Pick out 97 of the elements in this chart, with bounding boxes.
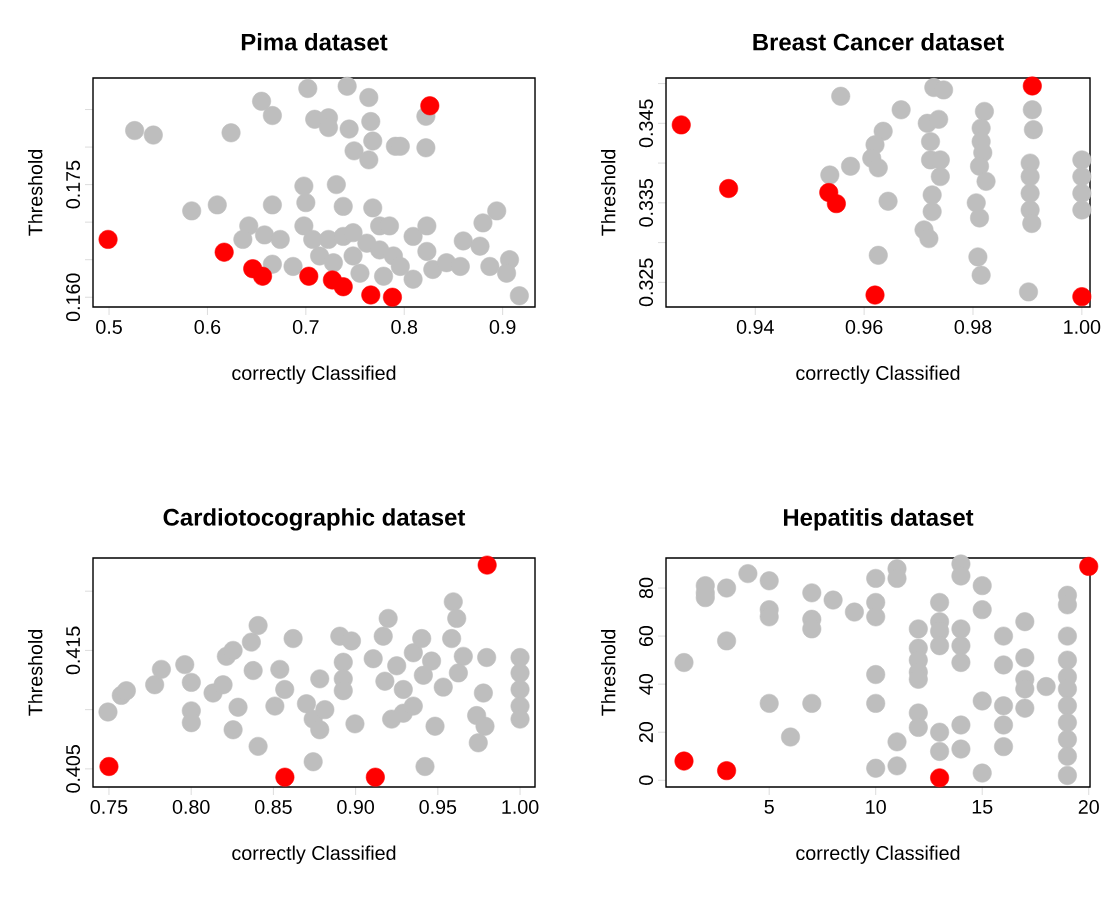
point — [922, 202, 942, 222]
point — [1020, 167, 1040, 187]
point — [974, 101, 994, 121]
x-axis-title: correctly Classified — [232, 845, 396, 864]
point — [891, 100, 911, 120]
point — [333, 277, 353, 297]
chart-title: Breast Cancer dataset — [753, 33, 1004, 51]
point — [966, 193, 986, 213]
point — [1072, 200, 1092, 220]
point — [826, 194, 846, 214]
point — [831, 86, 851, 106]
point — [970, 208, 989, 228]
point — [253, 266, 273, 286]
y-tick-label: 20 — [639, 722, 654, 743]
x-tick-label: 0.6 — [194, 319, 221, 334]
point — [1022, 214, 1042, 233]
point — [922, 185, 942, 205]
y-tick-label: 0.345 — [639, 99, 654, 148]
text: 0.80 — [172, 799, 210, 814]
point — [976, 171, 996, 191]
y-tick-label: 40 — [639, 673, 654, 695]
point — [878, 191, 898, 211]
x-tick-label: 0.95 — [419, 799, 457, 814]
x-axis-title: correctly Classified — [232, 365, 396, 384]
x-tick-label: 0.7 — [292, 319, 319, 334]
x-tick-label: 0.85 — [255, 799, 292, 814]
x-tick-label: 20 — [1078, 799, 1099, 814]
y-axis-title: Threshold — [601, 150, 616, 236]
point — [865, 285, 885, 305]
point — [477, 555, 497, 575]
point — [99, 757, 119, 776]
point — [420, 96, 440, 116]
point — [1019, 282, 1038, 302]
point — [1072, 183, 1092, 203]
point — [873, 121, 893, 141]
point — [934, 80, 954, 100]
x-tick-label: 15 — [972, 799, 993, 814]
point — [930, 768, 950, 788]
point — [719, 179, 739, 198]
chart-title: Cardiotocographic dataset — [163, 508, 466, 531]
point — [1072, 287, 1092, 307]
point — [1022, 76, 1042, 96]
point — [841, 156, 861, 176]
y-tick-label: 0.160 — [66, 273, 81, 322]
y-axis-title: Threshold — [601, 630, 616, 716]
point — [1022, 100, 1042, 120]
text: 1.00 — [502, 799, 539, 814]
x-tick-label: 10 — [866, 799, 886, 814]
y-tick-label: 0 — [639, 775, 654, 785]
y-tick-label: 60 — [639, 625, 654, 647]
x-tick-label: 0.98 — [954, 319, 992, 334]
x-tick-label: 0.9 — [489, 319, 516, 334]
point — [361, 285, 381, 305]
y-tick-label: 0.415 — [66, 626, 81, 675]
x-tick-label: 0.8 — [391, 319, 418, 334]
chart-title: Hepatitis dataset — [783, 508, 974, 531]
y-tick-label: 0.405 — [66, 745, 81, 793]
y-tick-label: 0.335 — [639, 179, 654, 227]
point — [820, 165, 840, 185]
point — [382, 287, 402, 307]
point — [1079, 556, 1099, 576]
y-tick-label: 0.175 — [66, 160, 81, 209]
point — [275, 767, 295, 787]
text: 0.90 — [337, 799, 374, 814]
point — [674, 751, 694, 771]
point — [921, 132, 941, 152]
point — [1020, 183, 1040, 203]
point — [970, 156, 989, 176]
y-axis-title: Threshold — [28, 630, 43, 716]
point — [971, 265, 991, 285]
point — [919, 229, 939, 249]
point — [214, 242, 234, 262]
x-tick-label: 0.94 — [736, 319, 774, 334]
text: 1.00 — [1064, 319, 1101, 334]
x-axis-title: correctly Classified — [796, 365, 960, 384]
x-tick-label: 0.96 — [845, 319, 883, 334]
x-tick-label: 5 — [764, 799, 774, 814]
x-tick-label: 0.5 — [96, 319, 122, 334]
chart-title: Pima dataset — [241, 33, 388, 51]
point — [1072, 167, 1092, 187]
y-axis-title: Threshold — [28, 150, 43, 236]
point — [868, 245, 888, 265]
point — [717, 761, 737, 781]
x-axis-title: correctly Classified — [796, 845, 960, 864]
point — [365, 767, 385, 787]
point — [98, 229, 118, 249]
point — [299, 266, 319, 286]
y-tick-label: 0.325 — [639, 258, 654, 307]
point — [1023, 120, 1043, 140]
point — [929, 109, 949, 129]
point — [1072, 150, 1092, 170]
point — [968, 247, 988, 267]
point — [671, 115, 691, 135]
x-tick-label: 0.75 — [90, 799, 128, 814]
point — [930, 167, 950, 187]
point — [868, 158, 888, 178]
y-tick-label: 80 — [639, 577, 654, 599]
